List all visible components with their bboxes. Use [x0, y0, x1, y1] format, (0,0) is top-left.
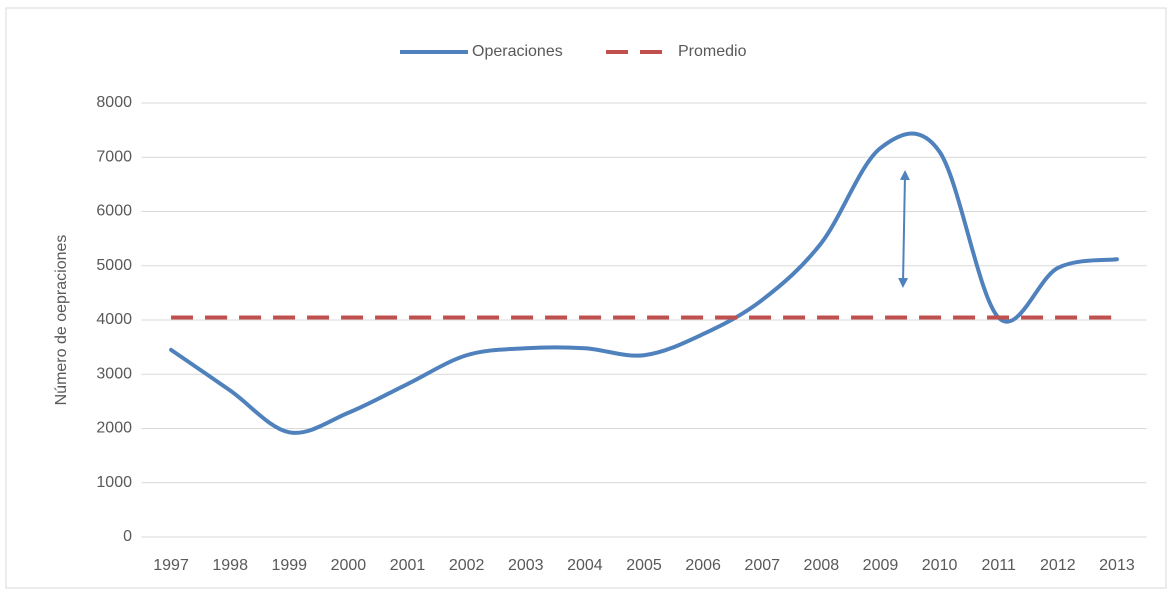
- x-tick-label: 2004: [567, 557, 603, 574]
- x-tick-label: 2011: [982, 557, 1017, 574]
- x-tick-label: 2001: [390, 557, 426, 574]
- data-line: [169, 131, 1119, 435]
- x-tick-label: 2005: [626, 557, 662, 574]
- x-tick-label: 2012: [1040, 557, 1076, 574]
- x-tick-label: 2007: [744, 557, 780, 574]
- y-tick-label: 1000: [96, 474, 132, 491]
- x-tick-label: 1998: [212, 557, 248, 574]
- legend-label: Operaciones: [472, 43, 563, 60]
- y-tick-label: 6000: [96, 203, 132, 220]
- x-tick-label: 2002: [449, 557, 485, 574]
- y-tick-label: 3000: [96, 365, 132, 382]
- x-tick-label: 1999: [271, 557, 307, 574]
- y-axis-label: Número de oepraciones: [53, 235, 70, 406]
- y-tick-label: 5000: [96, 257, 132, 274]
- chart-border: [5, 7, 1167, 589]
- x-tick-label: 2000: [331, 557, 367, 574]
- x-tick-label: 2008: [804, 557, 840, 574]
- y-tick-label: 7000: [96, 148, 132, 165]
- x-tick-label: 2009: [863, 557, 899, 574]
- y-tick-label: 2000: [96, 420, 132, 437]
- x-tick-label: 2006: [685, 557, 721, 574]
- x-tick-label: 2013: [1099, 557, 1135, 574]
- y-tick-label: 4000: [96, 311, 132, 328]
- x-tick-label: 2003: [508, 557, 544, 574]
- annotation-arrow: [898, 170, 910, 288]
- x-tick-label: 2010: [922, 557, 958, 574]
- x-tick-label: 1997: [153, 557, 189, 574]
- y-tick-label: 0: [123, 528, 132, 545]
- y-tick-label: 8000: [96, 94, 132, 111]
- legend-label: Promedio: [678, 43, 747, 60]
